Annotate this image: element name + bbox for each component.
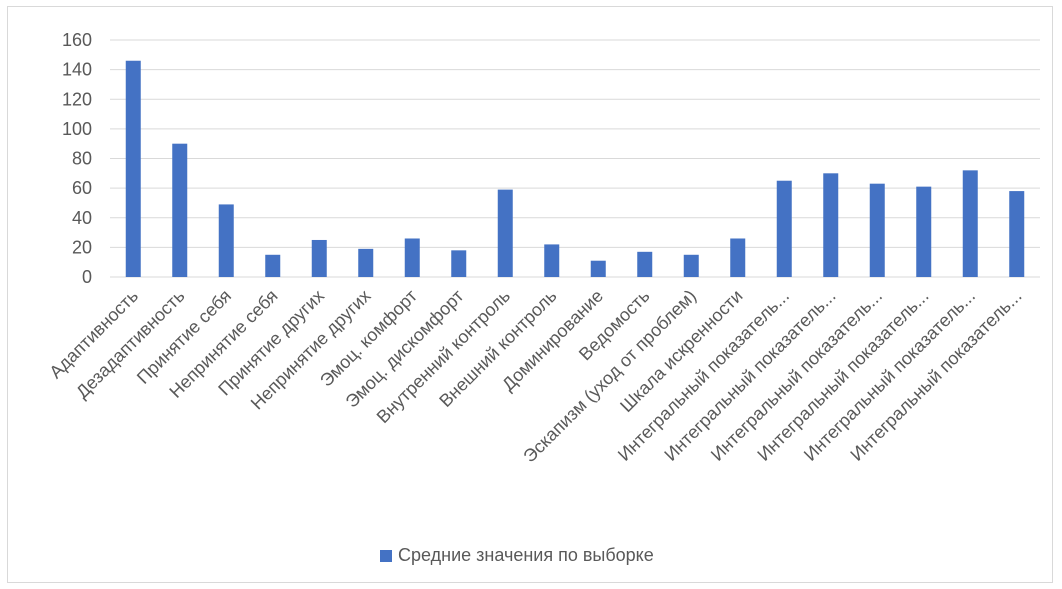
y-tick-label: 140: [62, 60, 92, 80]
legend: Средние значения по выборке: [380, 545, 654, 566]
y-tick-label: 80: [72, 149, 92, 169]
legend-label: Средние значения по выборке: [398, 545, 654, 565]
bar: [683, 254, 699, 277]
bar: [730, 238, 746, 277]
bar: [637, 251, 653, 277]
bar: [218, 204, 234, 277]
bar: [265, 254, 281, 277]
bar: [823, 173, 839, 277]
bar: [497, 189, 513, 277]
bar: [125, 60, 141, 277]
bar: [776, 180, 792, 277]
bar: [358, 248, 374, 277]
chart-area: [7, 6, 1053, 583]
y-tick-label: 20: [72, 237, 92, 257]
bar: [172, 143, 188, 277]
y-tick-label: 120: [62, 89, 92, 109]
bar: [451, 250, 467, 277]
y-tick-label: 160: [62, 30, 92, 50]
bar: [869, 183, 885, 277]
bar: [544, 244, 560, 277]
y-tick-label: 100: [62, 119, 92, 139]
legend-swatch: [380, 549, 392, 562]
bar: [916, 186, 932, 277]
bar: [1009, 191, 1025, 277]
bar: [311, 239, 327, 277]
y-tick-label: 0: [82, 267, 92, 287]
y-tick-label: 60: [72, 178, 92, 198]
bar: [962, 170, 978, 277]
y-tick-label: 40: [72, 208, 92, 228]
bar: [590, 260, 606, 277]
bar: [404, 238, 420, 277]
